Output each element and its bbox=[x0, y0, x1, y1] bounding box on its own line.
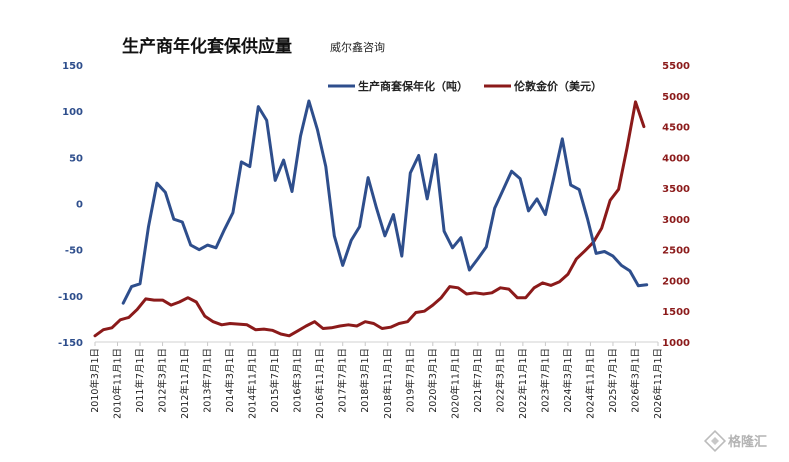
diamond-logo-icon bbox=[703, 429, 727, 453]
x-tick-label: 2026年3月1日 bbox=[629, 348, 641, 413]
chart-subtitle: 威尔鑫咨询 bbox=[330, 40, 385, 54]
y-left-tick-label: 50 bbox=[69, 153, 83, 164]
x-tick-label: 2022年3月1日 bbox=[494, 348, 506, 413]
x-tick-label: 2024年11月1日 bbox=[584, 348, 596, 419]
series-line-gold bbox=[93, 100, 646, 338]
x-tick-label: 2026年11月1日 bbox=[652, 348, 664, 419]
y-right-tick-label: 2000 bbox=[662, 276, 690, 287]
x-tick-label: 2023年7月1日 bbox=[539, 348, 551, 413]
x-tick-label: 2017年7月1日 bbox=[337, 348, 349, 413]
x-tick-label: 2010年11月1日 bbox=[112, 348, 124, 419]
x-tick-label: 2024年3月1日 bbox=[562, 348, 574, 413]
x-tick-label: 2016年3月1日 bbox=[292, 348, 304, 413]
x-tick-label: 2010年3月1日 bbox=[89, 348, 101, 413]
x-tick-label: 2013年7月1日 bbox=[202, 348, 214, 413]
x-tick-label: 2021年7月1日 bbox=[472, 348, 484, 413]
y-right-tick-label: 4500 bbox=[662, 123, 690, 134]
chart-title: 生产商年化套保供应量 bbox=[122, 36, 292, 57]
legend-label-hedge: 生产商套保年化（吨） bbox=[358, 79, 468, 93]
x-tick-label: 2012年11月1日 bbox=[179, 348, 191, 419]
x-tick-label: 2015年7月1日 bbox=[269, 348, 281, 413]
y-right-tick-label: 1000 bbox=[662, 338, 690, 349]
x-tick-label: 2019年7月1日 bbox=[404, 348, 416, 413]
y-right-tick-label: 3000 bbox=[662, 215, 690, 226]
y-left-tick-label: -50 bbox=[65, 246, 83, 257]
watermark: 格隆汇 bbox=[703, 429, 767, 453]
y-left-tick-label: 100 bbox=[62, 107, 83, 118]
y-left-tick-label: 0 bbox=[76, 200, 83, 211]
y-left-tick-label: 150 bbox=[62, 61, 83, 72]
x-tick-label: 2020年11月1日 bbox=[449, 348, 461, 419]
y-right-tick-label: 4000 bbox=[662, 153, 690, 164]
y-axis-left: 150 100 50 0 -50 -100 -150 bbox=[58, 61, 83, 349]
legend: 生产商套保年化（吨） 伦敦金价（美元） bbox=[328, 79, 602, 93]
x-tick-label: 2022年11月1日 bbox=[517, 348, 529, 419]
y-axis-right: 5500 5000 4500 4000 3500 3000 2500 2000 1500 1000 bbox=[662, 61, 690, 349]
y-left-tick-label: -150 bbox=[58, 338, 83, 349]
x-tick-label: 2016年11月1日 bbox=[314, 348, 326, 419]
x-tick-label: 2018年11月1日 bbox=[382, 348, 394, 419]
series-layer bbox=[93, 99, 649, 338]
x-axis: 2010年3月1日 2010年11月1日 2011年7月1日 2012年3月1日 201… bbox=[89, 342, 664, 419]
y-right-tick-label: 2500 bbox=[662, 246, 690, 257]
y-left-tick-label: -100 bbox=[58, 292, 83, 303]
x-tick-label: 2020年3月1日 bbox=[427, 348, 439, 413]
x-tick-label: 2012年3月1日 bbox=[157, 348, 169, 413]
y-right-tick-label: 3500 bbox=[662, 184, 690, 195]
x-tick-label: 2011年7月1日 bbox=[134, 348, 146, 413]
y-right-tick-label: 5000 bbox=[662, 92, 690, 103]
watermark-text: 格隆汇 bbox=[728, 434, 767, 450]
y-right-tick-label: 1500 bbox=[662, 307, 690, 318]
y-right-tick-label: 5500 bbox=[662, 61, 690, 72]
series-line-hedge bbox=[121, 99, 649, 305]
x-tick-label: 2018年3月1日 bbox=[359, 348, 371, 413]
x-tick-label: 2014年3月1日 bbox=[224, 348, 236, 413]
x-tick-label: 2025年7月1日 bbox=[607, 348, 619, 413]
legend-label-gold: 伦敦金价（美元） bbox=[514, 79, 602, 93]
x-tick-label: 2014年11月1日 bbox=[247, 348, 259, 419]
